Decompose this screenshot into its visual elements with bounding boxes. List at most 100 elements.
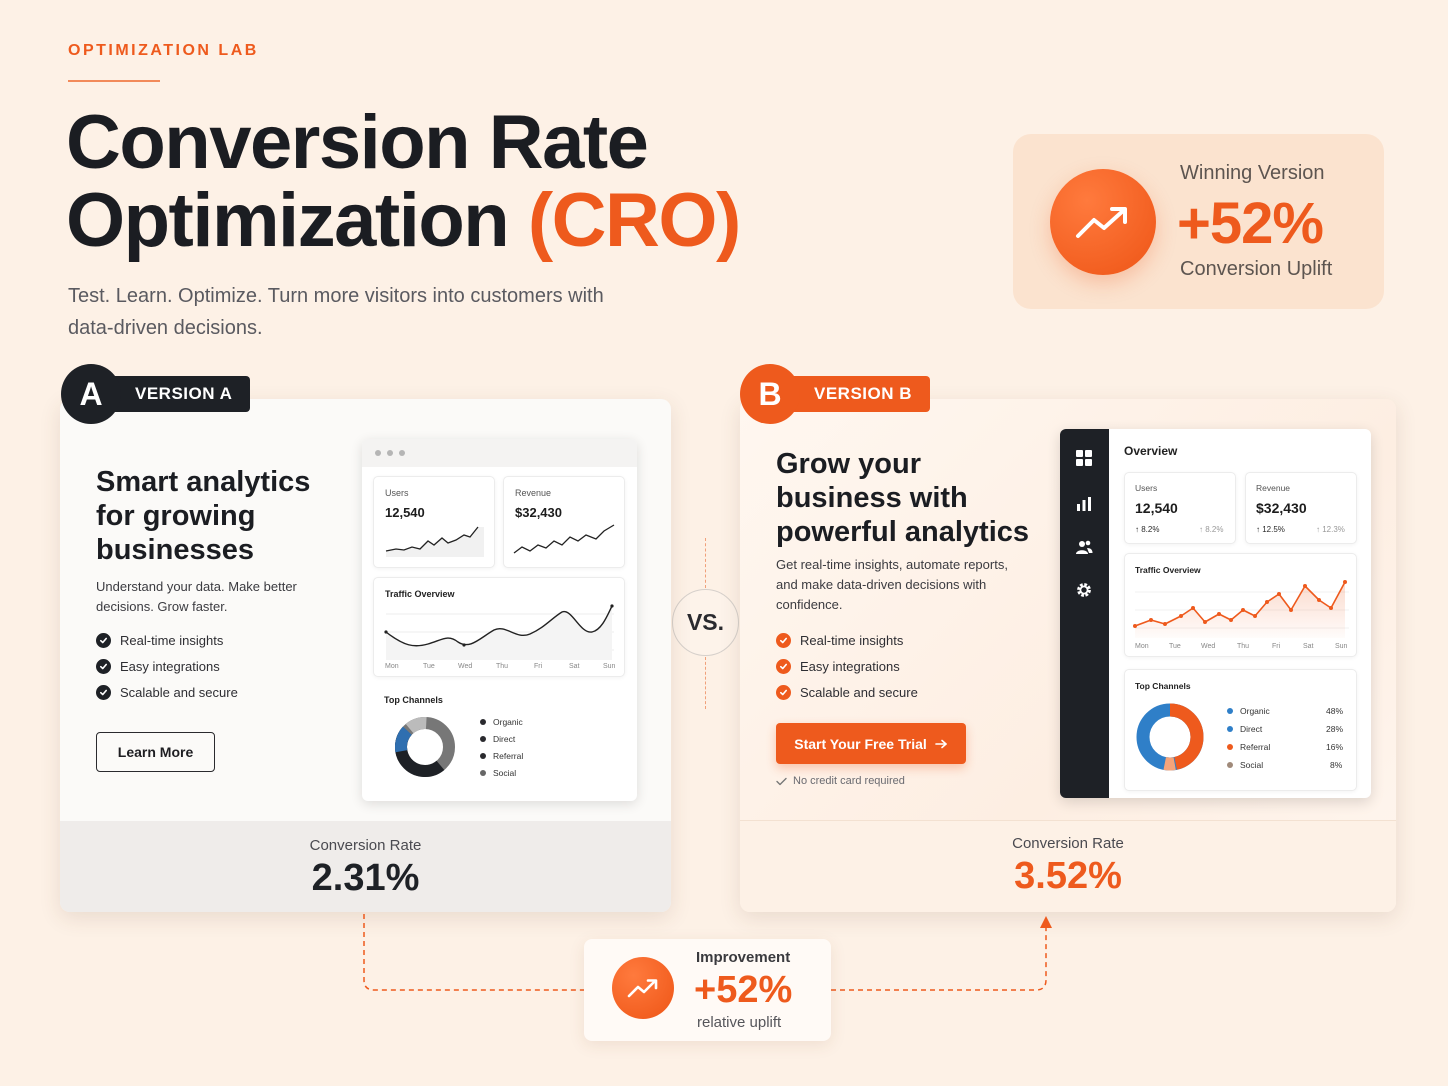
users-label: Users xyxy=(385,488,409,498)
vs-divider-top xyxy=(705,538,706,588)
day-label: Tue xyxy=(423,663,435,670)
day-label: Fri xyxy=(1272,643,1281,650)
settings-icon[interactable] xyxy=(1075,581,1093,599)
page-title: Conversion Rate Optimization (CRO) xyxy=(66,100,741,260)
top-channels-section: Top Channels Organic Direct Referral Soc… xyxy=(373,687,625,797)
top-channels-tile: Top Channels Organic 48% Direct 28% Refe… xyxy=(1124,669,1357,791)
vs-divider-bottom xyxy=(705,657,706,709)
traffic-overview-tile: Traffic Overview Mon Tue Wed Thu Fri Sat… xyxy=(1124,553,1357,657)
users-icon[interactable] xyxy=(1075,538,1093,556)
version-a-letter: A xyxy=(61,364,121,424)
users-change: ↑ 8.2% xyxy=(1135,525,1160,534)
page-subtitle: Test. Learn. Optimize. Turn more visitor… xyxy=(68,285,604,339)
winning-value: +52% xyxy=(1177,191,1324,256)
legend-label: Organic xyxy=(1240,706,1270,716)
users-value: 12,540 xyxy=(1135,500,1178,516)
version-a-tag: VERSION A xyxy=(107,376,251,412)
feature-label: Real-time insights xyxy=(800,633,904,648)
day-label: Tue xyxy=(1169,643,1181,650)
legend-item: Organic xyxy=(480,717,523,727)
trending-up-icon xyxy=(612,957,674,1019)
conversion-label: Conversion Rate xyxy=(309,837,422,854)
conversion-label: Conversion Rate xyxy=(1012,835,1124,852)
revenue-value: $32,430 xyxy=(1256,500,1307,516)
legend-percent: 16% xyxy=(1326,742,1344,752)
check-icon xyxy=(776,685,791,700)
legend-percent: 48% xyxy=(1326,706,1344,716)
legend-item: Organic xyxy=(1227,706,1270,716)
mock-sidebar xyxy=(1060,429,1109,798)
eyebrow-label: OPTIMIZATION LAB xyxy=(68,42,259,59)
improvement-card: Improvement +52% relative uplift xyxy=(584,939,831,1041)
users-value: 12,540 xyxy=(385,505,425,520)
legend-label: Referral xyxy=(493,751,524,761)
title-line-2-text: Optimization xyxy=(66,178,510,263)
check-icon xyxy=(96,659,111,674)
legend-label: Social xyxy=(493,768,517,778)
legend-item: Referral xyxy=(480,751,523,761)
trending-up-icon xyxy=(1050,169,1156,275)
version-a-body: Understand your data. Make better decisi… xyxy=(96,579,297,614)
feature-item: Easy integrations xyxy=(776,659,900,674)
channels-donut-chart xyxy=(1136,703,1204,771)
improvement-value: +52% xyxy=(694,969,793,1011)
traffic-title: Traffic Overview xyxy=(1135,565,1201,575)
button-label: Start Your Free Trial xyxy=(794,735,927,752)
note-text: No credit card required xyxy=(793,775,905,787)
mock-heading: Overview xyxy=(1124,444,1178,458)
title-line-1: Conversion Rate xyxy=(66,100,649,185)
dashboard-icon[interactable] xyxy=(1075,449,1093,467)
legend-item: Direct xyxy=(480,734,515,744)
version-a-badge: A VERSION A xyxy=(61,364,251,424)
conversion-value: 2.31% xyxy=(311,857,420,899)
legend-item: Social xyxy=(1227,760,1263,770)
revenue-label: Revenue xyxy=(515,488,552,498)
legend-label: Social xyxy=(1240,760,1264,770)
title-line-2: Optimization (CRO) xyxy=(66,182,741,260)
day-label: Thu xyxy=(1237,643,1250,650)
title-accent: (CRO) xyxy=(527,178,742,263)
day-label: Wed xyxy=(458,663,473,670)
improvement-caption: relative uplift xyxy=(697,1014,782,1031)
winning-label: Winning Version xyxy=(1180,162,1325,184)
day-label: Sun xyxy=(603,663,616,670)
legend-item: Direct xyxy=(1227,724,1262,734)
dashboard-mockup-b: Overview Users 12,540 ↑ 8.2% ↑ 8.2% Reve… xyxy=(1060,429,1371,798)
start-free-trial-button[interactable]: Start Your Free Trial xyxy=(776,723,966,764)
revenue-label: Revenue xyxy=(1256,483,1291,493)
day-label: Mon xyxy=(1135,643,1149,650)
arrow-right-icon xyxy=(934,739,947,748)
version-b-card: Grow your business with powerful analyti… xyxy=(740,399,1396,912)
day-label: Fri xyxy=(534,663,543,670)
version-a-card: Smart analytics for growing businesses U… xyxy=(60,399,671,912)
day-label: Wed xyxy=(1201,643,1216,650)
legend-item: Social xyxy=(480,768,516,778)
check-icon xyxy=(96,633,111,648)
version-a-footer: Conversion Rate 2.31% xyxy=(60,821,671,912)
legend-percent: 8% xyxy=(1330,760,1343,770)
users-sparkline xyxy=(385,526,484,557)
learn-more-button[interactable]: Learn More xyxy=(96,732,215,772)
winning-caption: Conversion Uplift xyxy=(1180,258,1333,280)
day-label: Sun xyxy=(1335,643,1348,650)
day-label: Mon xyxy=(385,663,399,670)
revenue-change-secondary: ↑ 12.3% xyxy=(1316,525,1345,534)
day-label: Sat xyxy=(1303,643,1314,650)
users-tile: Users 12,540 xyxy=(373,476,495,568)
feature-label: Real-time insights xyxy=(120,633,224,648)
revenue-value: $32,430 xyxy=(515,505,562,520)
window-titlebar xyxy=(362,439,637,467)
check-icon xyxy=(96,685,111,700)
users-tile: Users 12,540 ↑ 8.2% ↑ 8.2% xyxy=(1124,472,1236,544)
traffic-line-chart xyxy=(1133,580,1349,638)
feature-item: Real-time insights xyxy=(96,633,223,648)
day-label: Thu xyxy=(496,663,509,670)
winning-version-card: Winning Version +52% Conversion Uplift xyxy=(1013,134,1384,309)
conversion-value: 3.52% xyxy=(1014,855,1122,897)
version-a-title: Smart analytics for growing businesses xyxy=(96,466,311,566)
feature-label: Scalable and secure xyxy=(120,685,238,700)
version-b-badge: B VERSION B xyxy=(740,364,931,424)
day-label: Sat xyxy=(569,663,580,670)
bar-chart-icon[interactable] xyxy=(1075,495,1093,513)
